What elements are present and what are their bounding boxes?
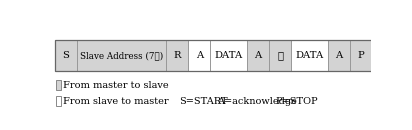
Text: Slave Address (7位): Slave Address (7位) — [80, 51, 163, 60]
Text: A: A — [254, 51, 262, 60]
Text: From master to slave: From master to slave — [63, 81, 169, 90]
Bar — [56, 80, 61, 90]
Bar — [269, 40, 291, 71]
Text: S: S — [62, 51, 69, 60]
Bar — [55, 40, 372, 71]
Text: ⋯: ⋯ — [277, 51, 283, 60]
Bar — [55, 40, 77, 71]
Bar — [291, 40, 328, 71]
Text: DATA: DATA — [295, 51, 323, 60]
Bar — [211, 40, 247, 71]
Text: A: A — [196, 51, 203, 60]
Text: R: R — [173, 51, 181, 60]
Bar — [77, 40, 166, 71]
Bar — [247, 40, 269, 71]
Text: A: A — [335, 51, 342, 60]
Text: From slave to master: From slave to master — [63, 97, 169, 106]
Text: S=START: S=START — [179, 97, 227, 106]
Text: DATA: DATA — [214, 51, 243, 60]
Bar — [56, 96, 61, 106]
Bar — [166, 40, 188, 71]
Text: P: P — [358, 51, 364, 60]
Bar — [328, 40, 350, 71]
Bar — [350, 40, 372, 71]
Text: A=acknowledge: A=acknowledge — [217, 97, 297, 106]
Bar — [188, 40, 211, 71]
Text: P=STOP: P=STOP — [276, 97, 318, 106]
